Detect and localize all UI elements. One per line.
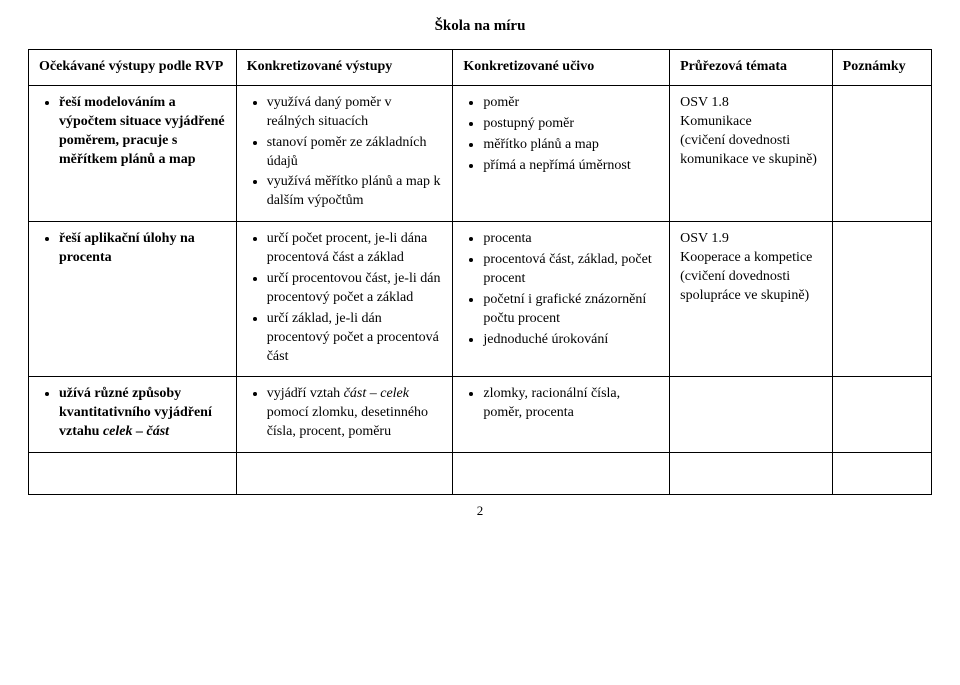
table-row-spacer (29, 453, 932, 495)
spacer-cell (453, 453, 670, 495)
header-col1: Očekávané výstupy podle RVP (29, 50, 237, 86)
cell-r2c2: určí počet procent, je-li dána procentov… (236, 222, 453, 377)
doc-title: Škola na míru (28, 18, 932, 35)
cell-r2c1: řeší aplikační úlohy na procenta (29, 222, 237, 377)
header-col4: Průřezová témata (670, 50, 833, 86)
list-item: určí procentovou část, je-li dán procent… (267, 270, 443, 308)
cell-r1c3: poměr postupný poměr měřítko plánů a map… (453, 85, 670, 221)
cell-r3c4 (670, 377, 833, 453)
list-item: procenta (483, 230, 659, 249)
spacer-cell (832, 453, 931, 495)
spacer-cell (670, 453, 833, 495)
page: Škola na míru Očekávané výstupy podle RV… (0, 0, 960, 529)
cell-r1c1: řeší modelováním a výpočtem situace vyjá… (29, 85, 237, 221)
list-item: vyjádří vztah část – celek pomocí zlomku… (267, 385, 443, 442)
cell-r3c1: užívá různé způsoby kvantitativního vyjá… (29, 377, 237, 453)
cell-r1c4: OSV 1.8 Komunikace (cvičení dovednosti k… (670, 85, 833, 221)
table-row: řeší modelováním a výpočtem situace vyjá… (29, 85, 932, 221)
cell-r2c3: procenta procentová část, základ, počet … (453, 222, 670, 377)
list-item: jednoduché úrokování (483, 331, 659, 350)
page-number: 2 (28, 503, 932, 519)
list-item: stanoví poměr ze základních údajů (267, 134, 443, 172)
list-item: procentová část, základ, počet procent (483, 251, 659, 289)
table-header-row: Očekávané výstupy podle RVP Konkretizova… (29, 50, 932, 86)
table-row: užívá různé způsoby kvantitativního vyjá… (29, 377, 932, 453)
list-item: řeší modelováním a výpočtem situace vyjá… (59, 94, 226, 170)
header-col3: Konkretizované učivo (453, 50, 670, 86)
cell-r2c4: OSV 1.9 Kooperace a kompetice (cvičení d… (670, 222, 833, 377)
list-item: měřítko plánů a map (483, 136, 659, 155)
list-item: určí základ, je-li dán procentový počet … (267, 310, 443, 367)
list-item: určí počet procent, je-li dána procentov… (267, 230, 443, 268)
list-item: početní i grafické znázornění počtu proc… (483, 291, 659, 329)
list-item: postupný poměr (483, 115, 659, 134)
table-row: řeší aplikační úlohy na procenta určí po… (29, 222, 932, 377)
list-item: řeší aplikační úlohy na procenta (59, 230, 226, 268)
list-item: zlomky, racionální čísla, poměr, procent… (483, 385, 659, 423)
spacer-cell (29, 453, 237, 495)
list-item: využívá měřítko plánů a map k dalším výp… (267, 173, 443, 211)
list-item: poměr (483, 94, 659, 113)
cell-r3c5 (832, 377, 931, 453)
list-item: užívá různé způsoby kvantitativního vyjá… (59, 385, 226, 442)
spacer-cell (236, 453, 453, 495)
cell-r3c3: zlomky, racionální čísla, poměr, procent… (453, 377, 670, 453)
list-item: přímá a nepřímá úměrnost (483, 157, 659, 176)
list-item: využívá daný poměr v reálných situacích (267, 94, 443, 132)
curriculum-table: Očekávané výstupy podle RVP Konkretizova… (28, 49, 932, 495)
cell-r1c2: využívá daný poměr v reálných situacích … (236, 85, 453, 221)
header-col5: Poznámky (832, 50, 931, 86)
header-col2: Konkretizované výstupy (236, 50, 453, 86)
cell-r2c5 (832, 222, 931, 377)
cell-r1c5 (832, 85, 931, 221)
cell-r3c2: vyjádří vztah část – celek pomocí zlomku… (236, 377, 453, 453)
